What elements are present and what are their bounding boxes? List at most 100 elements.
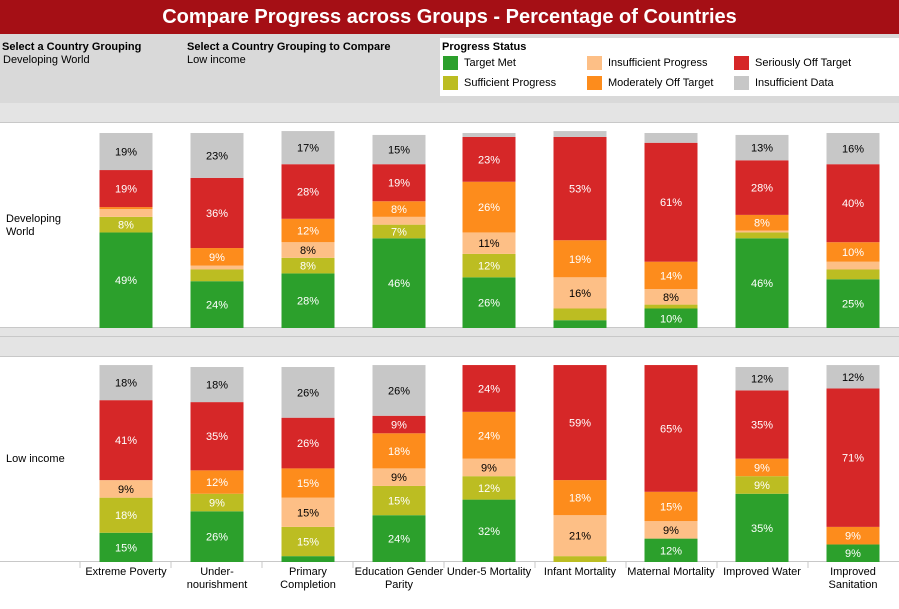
bar-segment-insufficient[interactable] (462, 232, 516, 254)
bar-segment-target-met[interactable] (735, 493, 789, 562)
legend-item-moderately-off[interactable]: Moderately Off Target (587, 76, 713, 90)
bar-segment-seriously-off[interactable] (553, 365, 607, 481)
bar-segment-moderately-off[interactable] (99, 207, 153, 210)
bar-segment-seriously-off[interactable] (372, 415, 426, 434)
legend-item-sufficient[interactable]: Sufficient Progress (443, 76, 556, 90)
bar-segment-target-met[interactable] (99, 232, 153, 328)
bar-segment-insufficient-data[interactable] (644, 133, 698, 143)
bar-segment-insufficient[interactable] (826, 261, 880, 270)
bar-segment-insufficient[interactable] (281, 242, 335, 258)
bar-segment-target-met[interactable] (826, 279, 880, 328)
compare-selector-value[interactable]: Low income (187, 54, 246, 66)
bar-segment-insufficient-data[interactable] (735, 134, 789, 161)
bar-segment-insufficient-data[interactable] (99, 365, 153, 401)
bar-segment-moderately-off[interactable] (644, 491, 698, 522)
bar-segment-insufficient[interactable] (644, 521, 698, 539)
bar-segment-sufficient[interactable] (553, 308, 607, 321)
bar-segment-sufficient[interactable] (281, 526, 335, 557)
bar-segment-seriously-off[interactable] (826, 388, 880, 527)
bar-segment-seriously-off[interactable] (735, 390, 789, 459)
bar-segment-sufficient[interactable] (644, 304, 698, 309)
bar-segment-sufficient[interactable] (462, 476, 516, 500)
bar-segment-insufficient[interactable] (281, 497, 335, 527)
bar-segment-moderately-off[interactable] (644, 261, 698, 289)
bar-segment-moderately-off[interactable] (372, 201, 426, 217)
bar-segment-seriously-off[interactable] (190, 177, 244, 249)
bar-segment-seriously-off[interactable] (826, 164, 880, 243)
bar-segment-insufficient[interactable] (644, 289, 698, 305)
bar-segment-insufficient-data[interactable] (190, 133, 244, 178)
bar-segment-target-met[interactable] (644, 308, 698, 329)
bar-segment-insufficient-data[interactable] (372, 365, 426, 416)
bar-segment-target-met[interactable] (99, 532, 153, 562)
bar-segment-moderately-off[interactable] (462, 181, 516, 233)
bar-segment-moderately-off[interactable] (190, 248, 244, 266)
bar-segment-insufficient-data[interactable] (735, 367, 789, 391)
bar-segment-seriously-off[interactable] (644, 142, 698, 262)
bar-segment-seriously-off[interactable] (735, 160, 789, 215)
bar-segment-sufficient[interactable] (281, 257, 335, 274)
bar-segment-insufficient[interactable] (553, 515, 607, 557)
bar-segment-insufficient-data[interactable] (553, 131, 607, 137)
bar-segment-seriously-off[interactable] (462, 136, 516, 182)
bar-segment-insufficient[interactable] (99, 209, 153, 217)
bar-segment-moderately-off[interactable] (281, 218, 335, 243)
bar-segment-sufficient[interactable] (553, 556, 607, 562)
bar-segment-insufficient-data[interactable] (372, 134, 426, 165)
bar-segment-target-met[interactable] (644, 538, 698, 562)
bar-segment-moderately-off[interactable] (826, 242, 880, 262)
bar-segment-target-met[interactable] (553, 320, 607, 328)
bar-segment-sufficient[interactable] (190, 493, 244, 512)
bar-segment-target-met[interactable] (462, 499, 516, 562)
bar-segment-target-met[interactable] (826, 544, 880, 562)
bar-segment-target-met[interactable] (372, 515, 426, 562)
legend-item-insufficient-data[interactable]: Insufficient Data (734, 76, 834, 90)
bar-segment-moderately-off[interactable] (826, 526, 880, 545)
legend-item-seriously-off[interactable]: Seriously Off Target (734, 56, 851, 70)
bar-segment-insufficient-data[interactable] (99, 133, 153, 171)
legend-item-insufficient[interactable]: Insufficient Progress (587, 56, 707, 70)
bar-segment-target-met[interactable] (462, 277, 516, 328)
bar-segment-insufficient-data[interactable] (281, 367, 335, 418)
bar-segment-sufficient[interactable] (99, 216, 153, 233)
bar-segment-sufficient[interactable] (735, 476, 789, 494)
bar-segment-insufficient[interactable] (462, 458, 516, 477)
bar-segment-moderately-off[interactable] (735, 214, 789, 231)
bar-segment-sufficient[interactable] (826, 269, 880, 280)
bar-segment-insufficient-data[interactable] (826, 133, 880, 165)
bar-segment-target-met[interactable] (190, 281, 244, 328)
bar-segment-seriously-off[interactable] (281, 417, 335, 469)
bar-segment-insufficient-data[interactable] (826, 365, 880, 389)
bar-segment-seriously-off[interactable] (190, 402, 244, 471)
bar-segment-insufficient[interactable] (735, 230, 789, 233)
bar-segment-target-met[interactable] (190, 511, 244, 562)
bar-segment-insufficient[interactable] (99, 480, 153, 498)
bar-segment-seriously-off[interactable] (99, 400, 153, 481)
bar-segment-sufficient[interactable] (372, 224, 426, 239)
bar-segment-moderately-off[interactable] (281, 468, 335, 498)
bar-segment-moderately-off[interactable] (735, 458, 789, 477)
bar-segment-sufficient[interactable] (190, 269, 244, 282)
bar-segment-insufficient-data[interactable] (281, 131, 335, 165)
legend-item-target-met[interactable]: Target Met (443, 56, 516, 70)
bar-segment-target-met[interactable] (281, 273, 335, 328)
bar-segment-seriously-off[interactable] (281, 164, 335, 219)
bar-segment-target-met[interactable] (281, 556, 335, 562)
bar-segment-seriously-off[interactable] (372, 164, 426, 202)
bar-segment-sufficient[interactable] (99, 497, 153, 533)
bar-segment-insufficient[interactable] (372, 216, 426, 225)
bar-segment-insufficient-data[interactable] (462, 133, 516, 137)
bar-segment-insufficient[interactable] (190, 265, 244, 270)
bar-segment-moderately-off[interactable] (553, 240, 607, 278)
bar-segment-moderately-off[interactable] (372, 433, 426, 469)
bar-segment-seriously-off[interactable] (644, 365, 698, 492)
bar-segment-seriously-off[interactable] (462, 365, 516, 412)
bar-segment-seriously-off[interactable] (99, 170, 153, 208)
bar-segment-target-met[interactable] (372, 238, 426, 328)
bar-segment-sufficient[interactable] (735, 232, 789, 239)
bar-segment-insufficient-data[interactable] (190, 367, 244, 403)
bar-segment-sufficient[interactable] (372, 485, 426, 516)
bar-segment-insufficient[interactable] (372, 468, 426, 486)
bar-segment-target-met[interactable] (735, 238, 789, 328)
grouping-selector-value[interactable]: Developing World (3, 54, 90, 66)
